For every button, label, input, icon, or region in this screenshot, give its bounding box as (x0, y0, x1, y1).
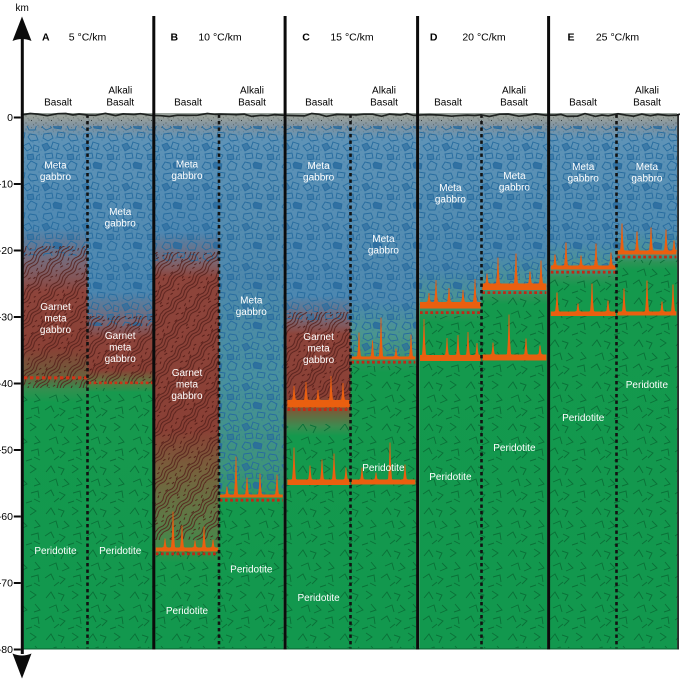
svg-text:5 °C/km: 5 °C/km (69, 32, 107, 44)
svg-text:A: A (42, 32, 50, 44)
svg-text:Peridotite: Peridotite (297, 593, 340, 604)
svg-text:gabbro: gabbro (236, 307, 268, 318)
svg-text:Basalt: Basalt (106, 98, 134, 109)
svg-text:D: D (430, 32, 438, 44)
svg-text:gabbro: gabbro (303, 173, 335, 184)
svg-text:Peridotite: Peridotite (493, 443, 536, 454)
svg-text:gabbro: gabbro (631, 174, 663, 185)
svg-text:25 °C/km: 25 °C/km (596, 32, 640, 44)
svg-text:15 °C/km: 15 °C/km (330, 32, 374, 44)
svg-text:Garnet: Garnet (172, 368, 203, 379)
svg-text:-10: -10 (0, 179, 13, 191)
svg-text:Alkali: Alkali (372, 86, 396, 97)
svg-text:Peridotite: Peridotite (429, 472, 472, 483)
svg-text:Basalt: Basalt (434, 98, 462, 109)
svg-text:-80: -80 (0, 644, 13, 656)
svg-text:gabbro: gabbro (105, 219, 137, 230)
svg-text:-70: -70 (0, 578, 13, 590)
svg-text:Alkali: Alkali (502, 86, 526, 97)
svg-text:gabbro: gabbro (435, 195, 467, 206)
svg-text:E: E (567, 32, 574, 44)
svg-text:20 °C/km: 20 °C/km (462, 32, 506, 44)
svg-text:Meta: Meta (176, 160, 199, 171)
svg-text:meta: meta (109, 343, 132, 354)
svg-text:Peridotite: Peridotite (362, 463, 405, 474)
svg-text:km: km (16, 3, 29, 14)
svg-text:Basalt: Basalt (174, 98, 202, 109)
svg-text:Alkali: Alkali (240, 86, 264, 97)
svg-text:gabbro: gabbro (171, 171, 203, 182)
svg-text:Meta: Meta (439, 183, 462, 194)
svg-text:C: C (302, 32, 310, 44)
svg-text:gabbro: gabbro (368, 246, 400, 257)
svg-text:-60: -60 (0, 511, 13, 523)
svg-text:Garnet: Garnet (303, 332, 334, 343)
svg-text:Garnet: Garnet (40, 302, 71, 313)
svg-text:Meta: Meta (636, 162, 659, 173)
svg-text:Peridotite: Peridotite (230, 565, 273, 576)
svg-text:gabbro: gabbro (303, 355, 335, 366)
svg-text:-20: -20 (0, 245, 13, 257)
svg-text:Basalt: Basalt (500, 98, 528, 109)
svg-text:Peridotite: Peridotite (562, 413, 605, 424)
svg-text:Garnet: Garnet (105, 331, 136, 342)
svg-text:Alkali: Alkali (108, 86, 132, 97)
svg-text:Peridotite: Peridotite (166, 606, 209, 617)
svg-text:Meta: Meta (307, 161, 330, 172)
svg-text:-30: -30 (0, 312, 13, 324)
svg-text:meta: meta (176, 380, 199, 391)
svg-text:Peridotite: Peridotite (99, 546, 142, 557)
svg-text:gabbro: gabbro (105, 354, 137, 365)
svg-text:10 °C/km: 10 °C/km (198, 32, 242, 44)
svg-text:gabbro: gabbro (40, 172, 72, 183)
svg-text:gabbro: gabbro (40, 325, 72, 336)
svg-text:Basalt: Basalt (370, 98, 398, 109)
svg-text:Meta: Meta (503, 171, 526, 182)
svg-text:Meta: Meta (109, 207, 132, 218)
svg-text:gabbro: gabbro (568, 174, 600, 185)
svg-text:Meta: Meta (572, 162, 595, 173)
svg-text:B: B (171, 32, 179, 44)
svg-text:Alkali: Alkali (635, 86, 659, 97)
svg-text:Meta: Meta (44, 161, 67, 172)
svg-text:meta: meta (44, 314, 67, 325)
svg-text:Basalt: Basalt (633, 98, 661, 109)
svg-text:Meta: Meta (372, 234, 395, 245)
svg-text:-40: -40 (0, 378, 13, 390)
svg-text:Basalt: Basalt (305, 98, 333, 109)
svg-text:Basalt: Basalt (44, 98, 72, 109)
svg-text:Meta: Meta (240, 296, 263, 307)
svg-text:0: 0 (7, 112, 13, 124)
svg-text:Basalt: Basalt (238, 98, 266, 109)
svg-text:gabbro: gabbro (171, 391, 203, 402)
svg-text:Basalt: Basalt (569, 98, 597, 109)
svg-text:Peridotite: Peridotite (34, 546, 77, 557)
svg-text:meta: meta (307, 344, 330, 355)
svg-text:-50: -50 (0, 445, 13, 457)
svg-text:gabbro: gabbro (499, 183, 531, 194)
svg-text:Peridotite: Peridotite (626, 380, 669, 391)
